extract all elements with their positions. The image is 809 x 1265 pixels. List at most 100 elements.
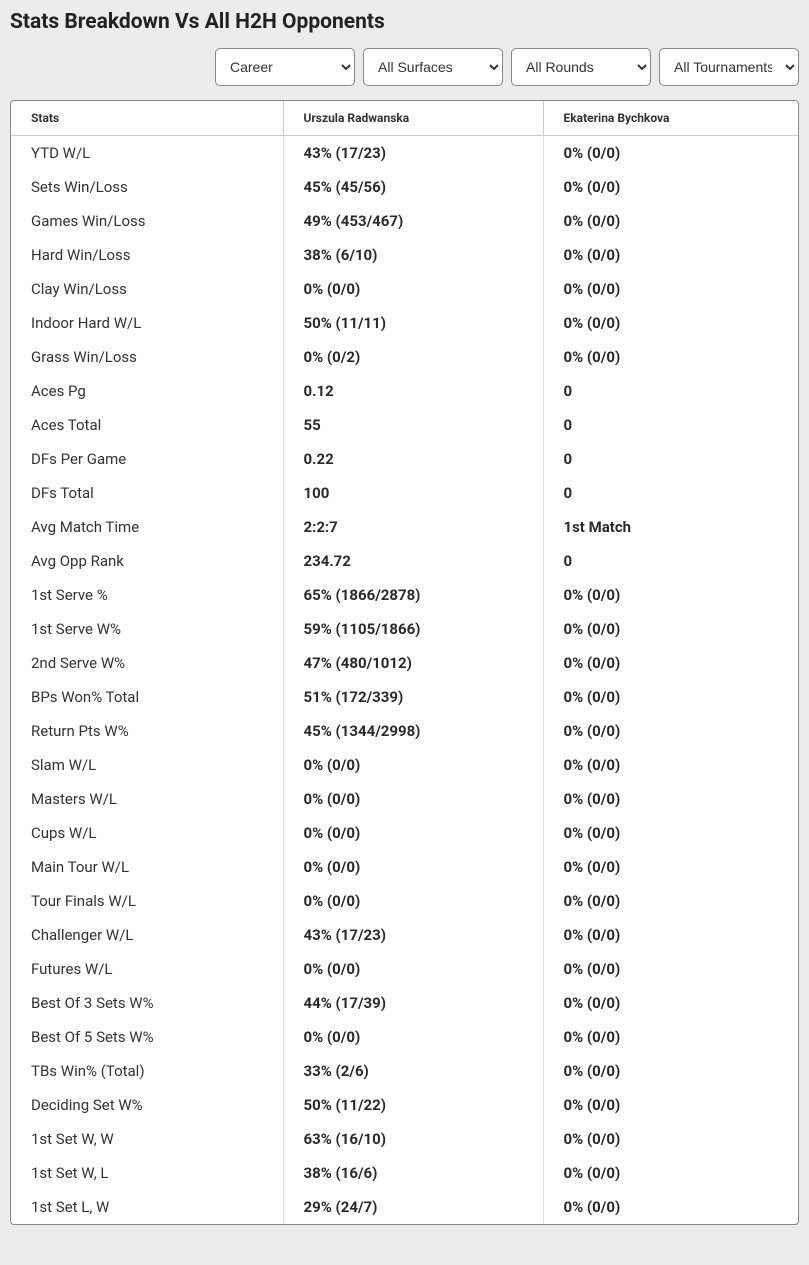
stat-value-cell: 0% (0/0) bbox=[543, 1156, 798, 1190]
table-row: Slam W/L0% (0/0)0% (0/0) bbox=[11, 748, 798, 782]
table-row: 1st Set W, L38% (16/6)0% (0/0) bbox=[11, 1156, 798, 1190]
stat-name-cell: Clay Win/Loss bbox=[11, 272, 283, 306]
table-row: Best Of 5 Sets W%0% (0/0)0% (0/0) bbox=[11, 1020, 798, 1054]
stat-name-cell: Aces Total bbox=[11, 408, 283, 442]
stat-value-cell: 0% (0/0) bbox=[283, 816, 543, 850]
stat-value-cell: 65% (1866/2878) bbox=[283, 578, 543, 612]
stat-value-cell: 0% (0/0) bbox=[283, 952, 543, 986]
stat-value-cell: 0% (0/0) bbox=[543, 986, 798, 1020]
stat-name-cell: Best Of 5 Sets W% bbox=[11, 1020, 283, 1054]
stat-name-cell: 1st Set L, W bbox=[11, 1190, 283, 1224]
page-title: Stats Breakdown Vs All H2H Opponents bbox=[10, 10, 799, 34]
table-row: Aces Pg0.120 bbox=[11, 374, 798, 408]
filter-tournament[interactable]: All Tournaments bbox=[659, 48, 799, 86]
stat-name-cell: Return Pts W% bbox=[11, 714, 283, 748]
table-row: TBs Win% (Total)33% (2/6)0% (0/0) bbox=[11, 1054, 798, 1088]
stat-value-cell: 0% (0/0) bbox=[543, 1190, 798, 1224]
stat-name-cell: TBs Win% (Total) bbox=[11, 1054, 283, 1088]
stat-value-cell: 0% (0/0) bbox=[543, 1054, 798, 1088]
table-row: Aces Total550 bbox=[11, 408, 798, 442]
stat-value-cell: 0% (0/0) bbox=[543, 612, 798, 646]
table-row: Avg Match Time2:2:71st Match bbox=[11, 510, 798, 544]
table-row: DFs Per Game0.220 bbox=[11, 442, 798, 476]
filter-period[interactable]: Career bbox=[215, 48, 355, 86]
stat-name-cell: Deciding Set W% bbox=[11, 1088, 283, 1122]
stat-name-cell: Masters W/L bbox=[11, 782, 283, 816]
stat-value-cell: 50% (11/22) bbox=[283, 1088, 543, 1122]
filter-surface[interactable]: All Surfaces bbox=[363, 48, 503, 86]
stat-value-cell: 44% (17/39) bbox=[283, 986, 543, 1020]
stat-value-cell: 43% (17/23) bbox=[283, 136, 543, 171]
table-header-row: Stats Urszula Radwanska Ekaterina Bychko… bbox=[11, 101, 798, 136]
stat-value-cell: 0% (0/0) bbox=[283, 884, 543, 918]
table-row: YTD W/L43% (17/23)0% (0/0) bbox=[11, 136, 798, 171]
stat-value-cell: 0% (0/0) bbox=[543, 782, 798, 816]
stat-value-cell: 0% (0/0) bbox=[543, 1088, 798, 1122]
table-row: Futures W/L0% (0/0)0% (0/0) bbox=[11, 952, 798, 986]
stats-table: Stats Urszula Radwanska Ekaterina Bychko… bbox=[11, 101, 798, 1224]
stat-name-cell: Avg Opp Rank bbox=[11, 544, 283, 578]
stat-name-cell: 1st Serve W% bbox=[11, 612, 283, 646]
stat-name-cell: Avg Match Time bbox=[11, 510, 283, 544]
table-row: DFs Total1000 bbox=[11, 476, 798, 510]
stat-value-cell: 0% (0/2) bbox=[283, 340, 543, 374]
stat-value-cell: 0% (0/0) bbox=[543, 306, 798, 340]
stat-value-cell: 0% (0/0) bbox=[543, 714, 798, 748]
table-row: Sets Win/Loss45% (45/56)0% (0/0) bbox=[11, 170, 798, 204]
stat-value-cell: 0% (0/0) bbox=[543, 170, 798, 204]
stat-value-cell: 0% (0/0) bbox=[543, 680, 798, 714]
stat-value-cell: 0% (0/0) bbox=[283, 272, 543, 306]
stat-name-cell: Slam W/L bbox=[11, 748, 283, 782]
table-row: Hard Win/Loss38% (6/10)0% (0/0) bbox=[11, 238, 798, 272]
table-row: Return Pts W%45% (1344/2998)0% (0/0) bbox=[11, 714, 798, 748]
stat-value-cell: 0% (0/0) bbox=[543, 850, 798, 884]
stat-name-cell: 1st Set W, L bbox=[11, 1156, 283, 1190]
table-row: Tour Finals W/L0% (0/0)0% (0/0) bbox=[11, 884, 798, 918]
table-row: 1st Set L, W29% (24/7)0% (0/0) bbox=[11, 1190, 798, 1224]
stat-value-cell: 0% (0/0) bbox=[543, 1122, 798, 1156]
filter-round[interactable]: All Rounds bbox=[511, 48, 651, 86]
stat-value-cell: 59% (1105/1866) bbox=[283, 612, 543, 646]
stats-table-container: Stats Urszula Radwanska Ekaterina Bychko… bbox=[10, 100, 799, 1225]
stat-name-cell: YTD W/L bbox=[11, 136, 283, 171]
stat-value-cell: 45% (1344/2998) bbox=[283, 714, 543, 748]
filter-bar: Career All Surfaces All Rounds All Tourn… bbox=[10, 48, 799, 86]
stat-value-cell: 0 bbox=[543, 544, 798, 578]
stat-value-cell: 234.72 bbox=[283, 544, 543, 578]
stat-value-cell: 0 bbox=[543, 442, 798, 476]
stat-value-cell: 0% (0/0) bbox=[543, 578, 798, 612]
stat-value-cell: 0 bbox=[543, 476, 798, 510]
stat-value-cell: 49% (453/467) bbox=[283, 204, 543, 238]
stat-value-cell: 51% (172/339) bbox=[283, 680, 543, 714]
stat-name-cell: 1st Serve % bbox=[11, 578, 283, 612]
col-header-player2: Ekaterina Bychkova bbox=[543, 101, 798, 136]
table-row: 1st Serve W%59% (1105/1866)0% (0/0) bbox=[11, 612, 798, 646]
stat-name-cell: Best Of 3 Sets W% bbox=[11, 986, 283, 1020]
stat-value-cell: 50% (11/11) bbox=[283, 306, 543, 340]
stat-name-cell: Challenger W/L bbox=[11, 918, 283, 952]
table-row: Masters W/L0% (0/0)0% (0/0) bbox=[11, 782, 798, 816]
stat-value-cell: 100 bbox=[283, 476, 543, 510]
stat-name-cell: 2nd Serve W% bbox=[11, 646, 283, 680]
stat-value-cell: 55 bbox=[283, 408, 543, 442]
stat-value-cell: 63% (16/10) bbox=[283, 1122, 543, 1156]
stat-value-cell: 0% (0/0) bbox=[283, 748, 543, 782]
stat-name-cell: 1st Set W, W bbox=[11, 1122, 283, 1156]
stat-value-cell: 0% (0/0) bbox=[543, 884, 798, 918]
stat-name-cell: Grass Win/Loss bbox=[11, 340, 283, 374]
table-row: Challenger W/L43% (17/23)0% (0/0) bbox=[11, 918, 798, 952]
stat-name-cell: Indoor Hard W/L bbox=[11, 306, 283, 340]
stat-value-cell: 43% (17/23) bbox=[283, 918, 543, 952]
stat-value-cell: 0% (0/0) bbox=[543, 748, 798, 782]
stat-name-cell: Tour Finals W/L bbox=[11, 884, 283, 918]
stat-name-cell: DFs Per Game bbox=[11, 442, 283, 476]
stat-name-cell: Futures W/L bbox=[11, 952, 283, 986]
stat-value-cell: 0% (0/0) bbox=[543, 918, 798, 952]
stat-value-cell: 0% (0/0) bbox=[543, 1020, 798, 1054]
stat-name-cell: Cups W/L bbox=[11, 816, 283, 850]
stat-value-cell: 0% (0/0) bbox=[283, 1020, 543, 1054]
table-row: Best Of 3 Sets W%44% (17/39)0% (0/0) bbox=[11, 986, 798, 1020]
stat-value-cell: 0% (0/0) bbox=[543, 204, 798, 238]
stat-name-cell: Aces Pg bbox=[11, 374, 283, 408]
stat-value-cell: 0% (0/0) bbox=[543, 952, 798, 986]
